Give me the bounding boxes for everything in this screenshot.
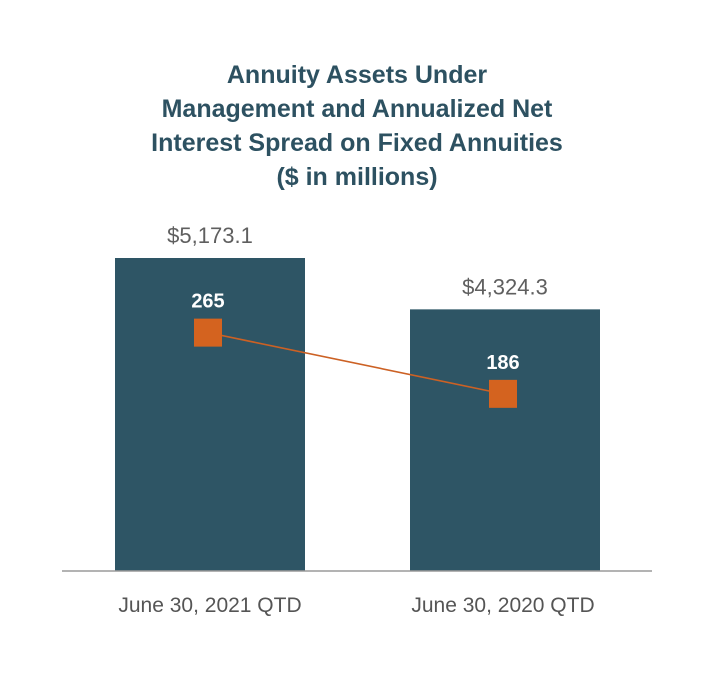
spread-value-label-1: 265 <box>191 291 224 313</box>
chart-title-line-3: Interest Spread on Fixed Annuities <box>151 129 563 157</box>
x-tick-label-2: June 30, 2020 QTD <box>411 594 594 617</box>
spread-value-label-2: 186 <box>486 352 519 374</box>
bar-1 <box>115 258 305 571</box>
spread-line <box>207 331 504 395</box>
bar-2 <box>410 309 600 571</box>
spread-marker-1 <box>194 318 222 347</box>
bar-value-label-1: $5,173.1 <box>167 223 253 248</box>
chart-title-line-1: Annuity Assets Under <box>226 61 488 89</box>
x-tick-label-1: June 30, 2021 QTD <box>118 594 301 617</box>
chart-title-line-4: ($ in millions) <box>276 163 438 191</box>
chart-title: Annuity Assets Under Management and Annu… <box>0 58 714 194</box>
chart-title-line-2: Management and Annualized Net <box>161 95 553 123</box>
spread-marker-2 <box>489 379 517 408</box>
bar-value-label-2: $4,324.3 <box>462 274 548 299</box>
